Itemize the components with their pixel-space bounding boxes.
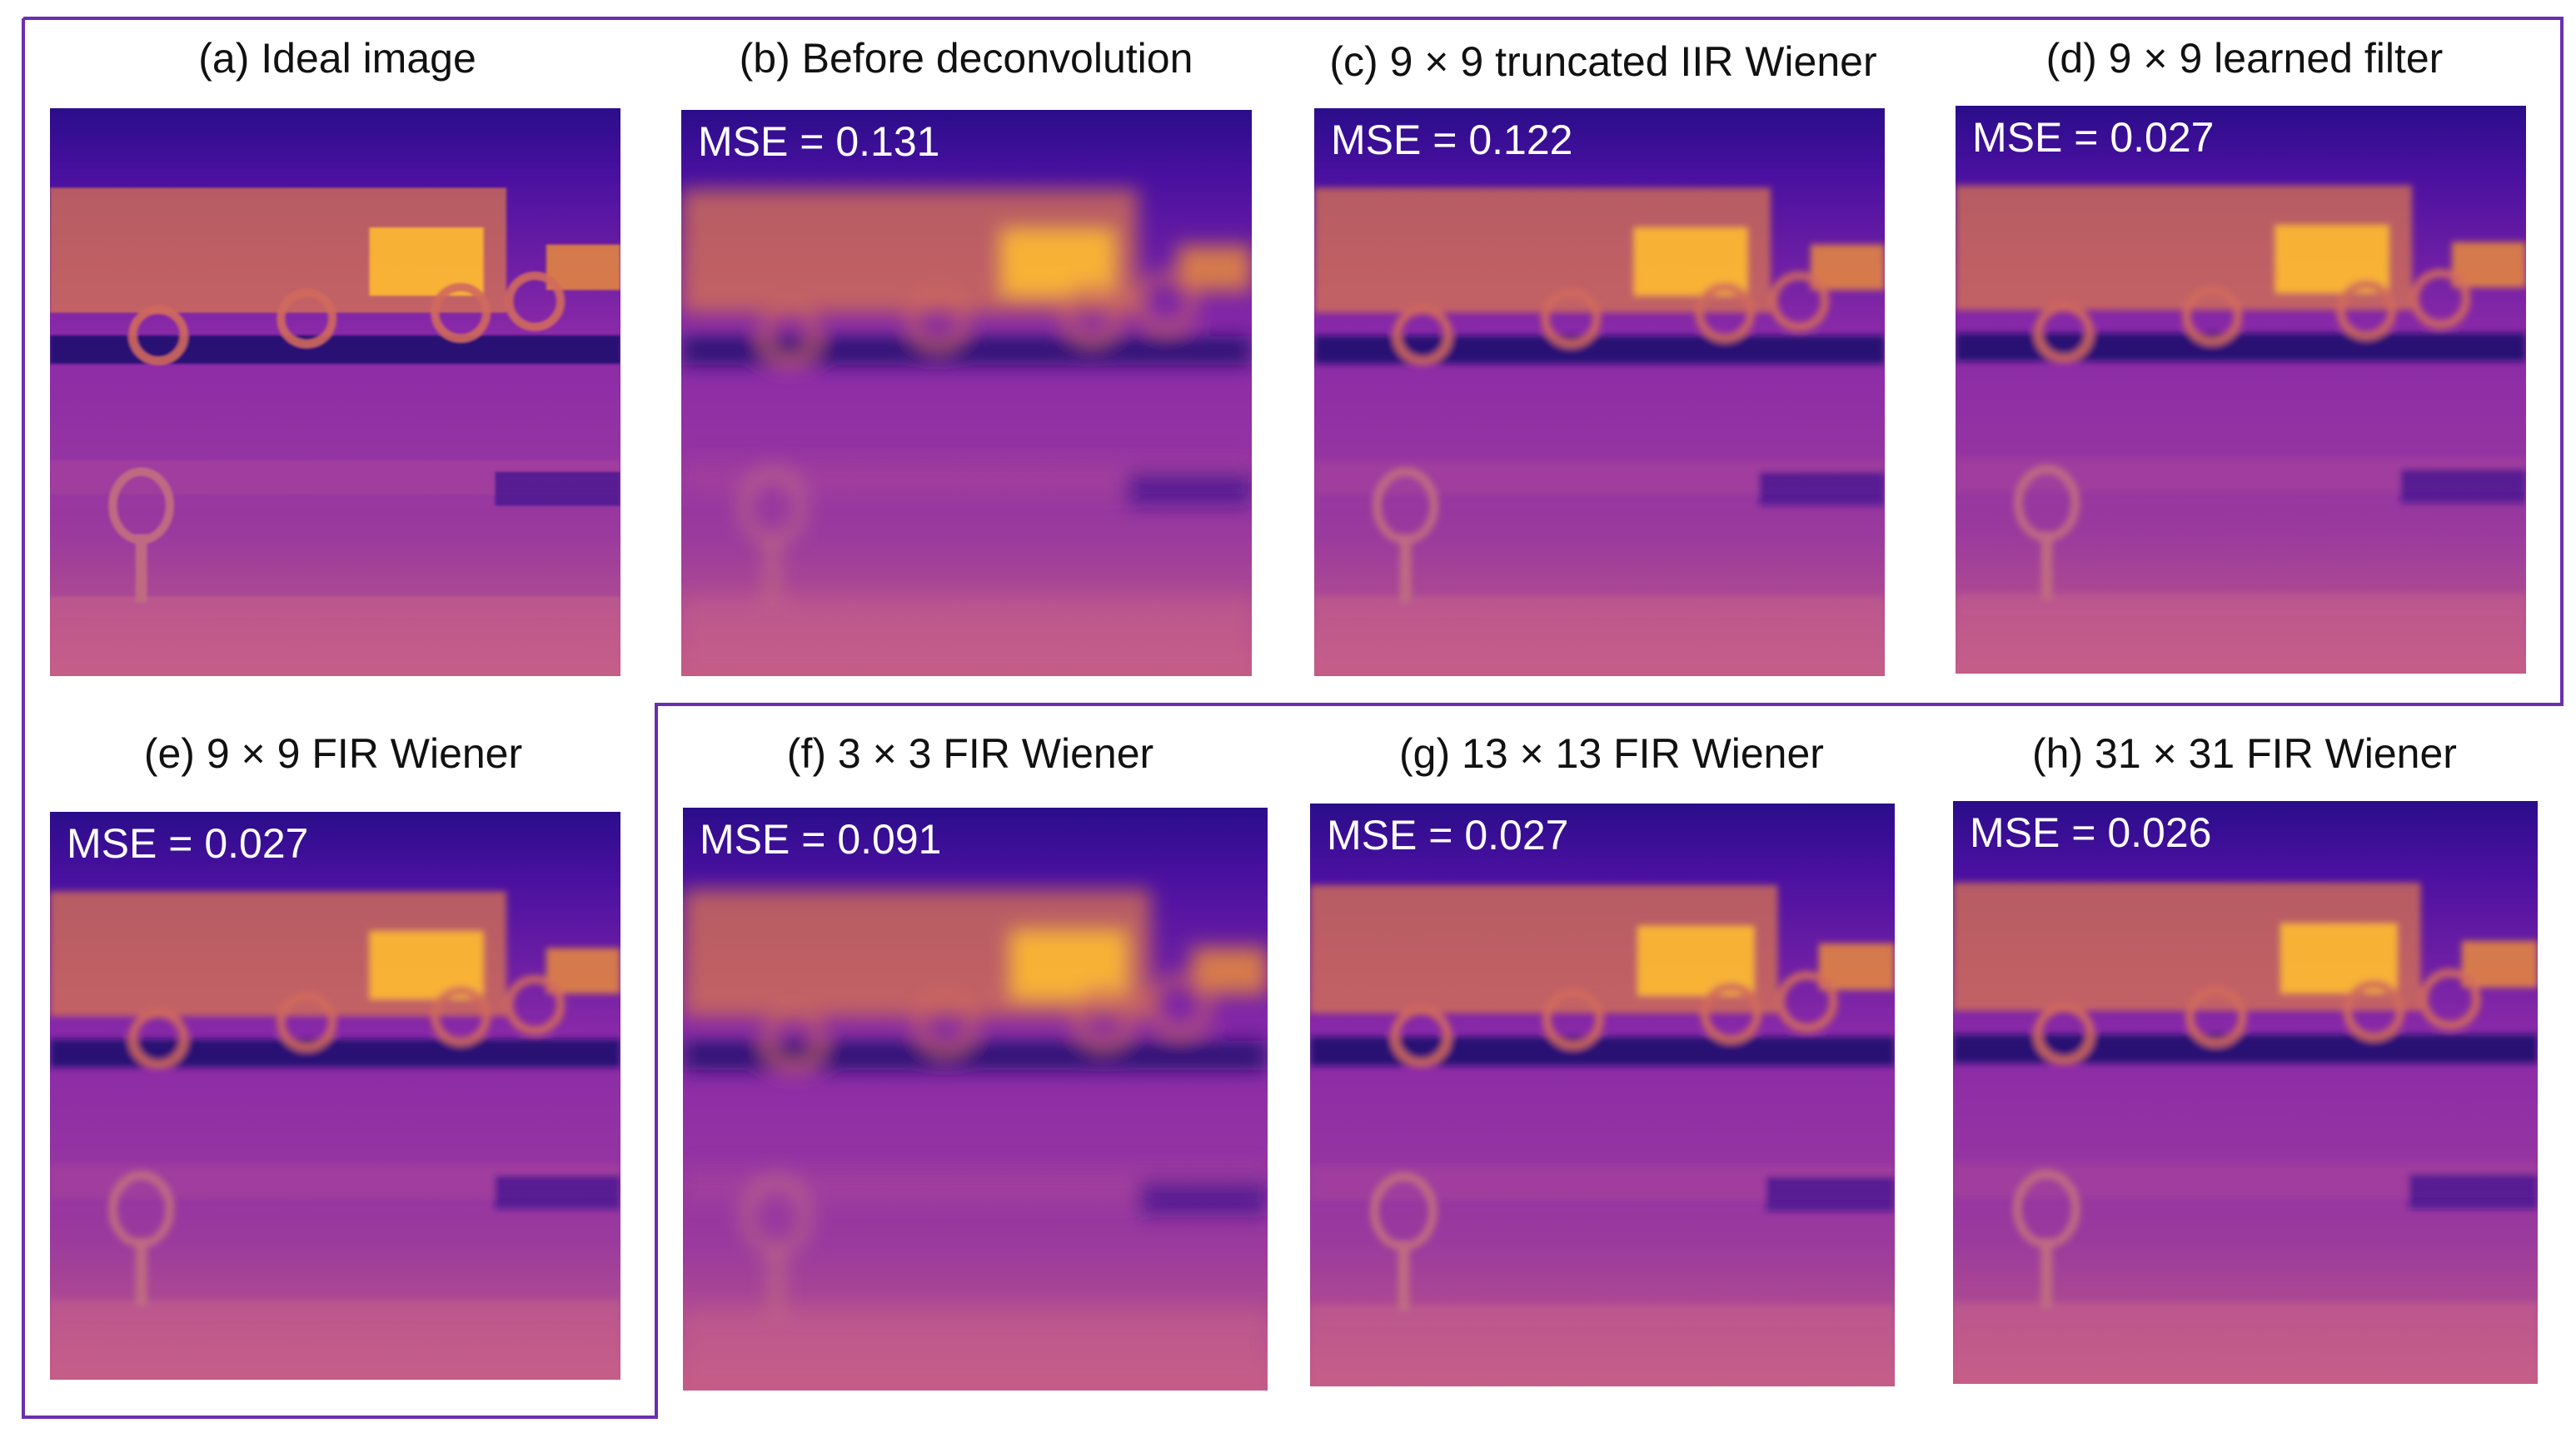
thermal-image: MSE = 0.091 xyxy=(683,808,1268,1391)
thermal-image: MSE = 0.122 xyxy=(1314,108,1885,676)
mse-label: MSE = 0.026 xyxy=(1970,809,2212,856)
thermal-image: MSE = 0.027 xyxy=(1310,804,1895,1386)
panel-title: (e) 9 × 9 FIR Wiener xyxy=(143,730,523,777)
thermal-image: MSE = 0.027 xyxy=(50,812,620,1380)
panel-title: (h) 31 × 31 FIR Wiener xyxy=(2032,730,2457,777)
thermal-image: MSE = 0.131 xyxy=(681,110,1252,676)
panel-title: (d) 9 × 9 learned filter xyxy=(2045,35,2444,82)
mse-label: MSE = 0.027 xyxy=(67,820,309,867)
panel-title: (g) 13 × 13 FIR Wiener xyxy=(1399,730,1824,777)
panel-title: (f) 3 × 3 FIR Wiener xyxy=(786,730,1154,777)
mse-label: MSE = 0.027 xyxy=(1972,114,2215,161)
mse-label: MSE = 0.091 xyxy=(700,816,942,863)
mse-label: MSE = 0.131 xyxy=(698,118,940,165)
panel-title: (c) 9 × 9 truncated IIR Wiener xyxy=(1329,38,1877,85)
mse-label: MSE = 0.027 xyxy=(1327,812,1569,858)
panel-title: (b) Before deconvolution xyxy=(739,35,1193,82)
mse-label: MSE = 0.122 xyxy=(1331,117,1573,163)
thermal-image xyxy=(50,108,620,676)
panel-title: (a) Ideal image xyxy=(198,35,476,82)
thermal-image: MSE = 0.027 xyxy=(1956,106,2526,674)
thermal-image: MSE = 0.026 xyxy=(1953,801,2538,1384)
frame-top-group xyxy=(22,17,2564,1419)
